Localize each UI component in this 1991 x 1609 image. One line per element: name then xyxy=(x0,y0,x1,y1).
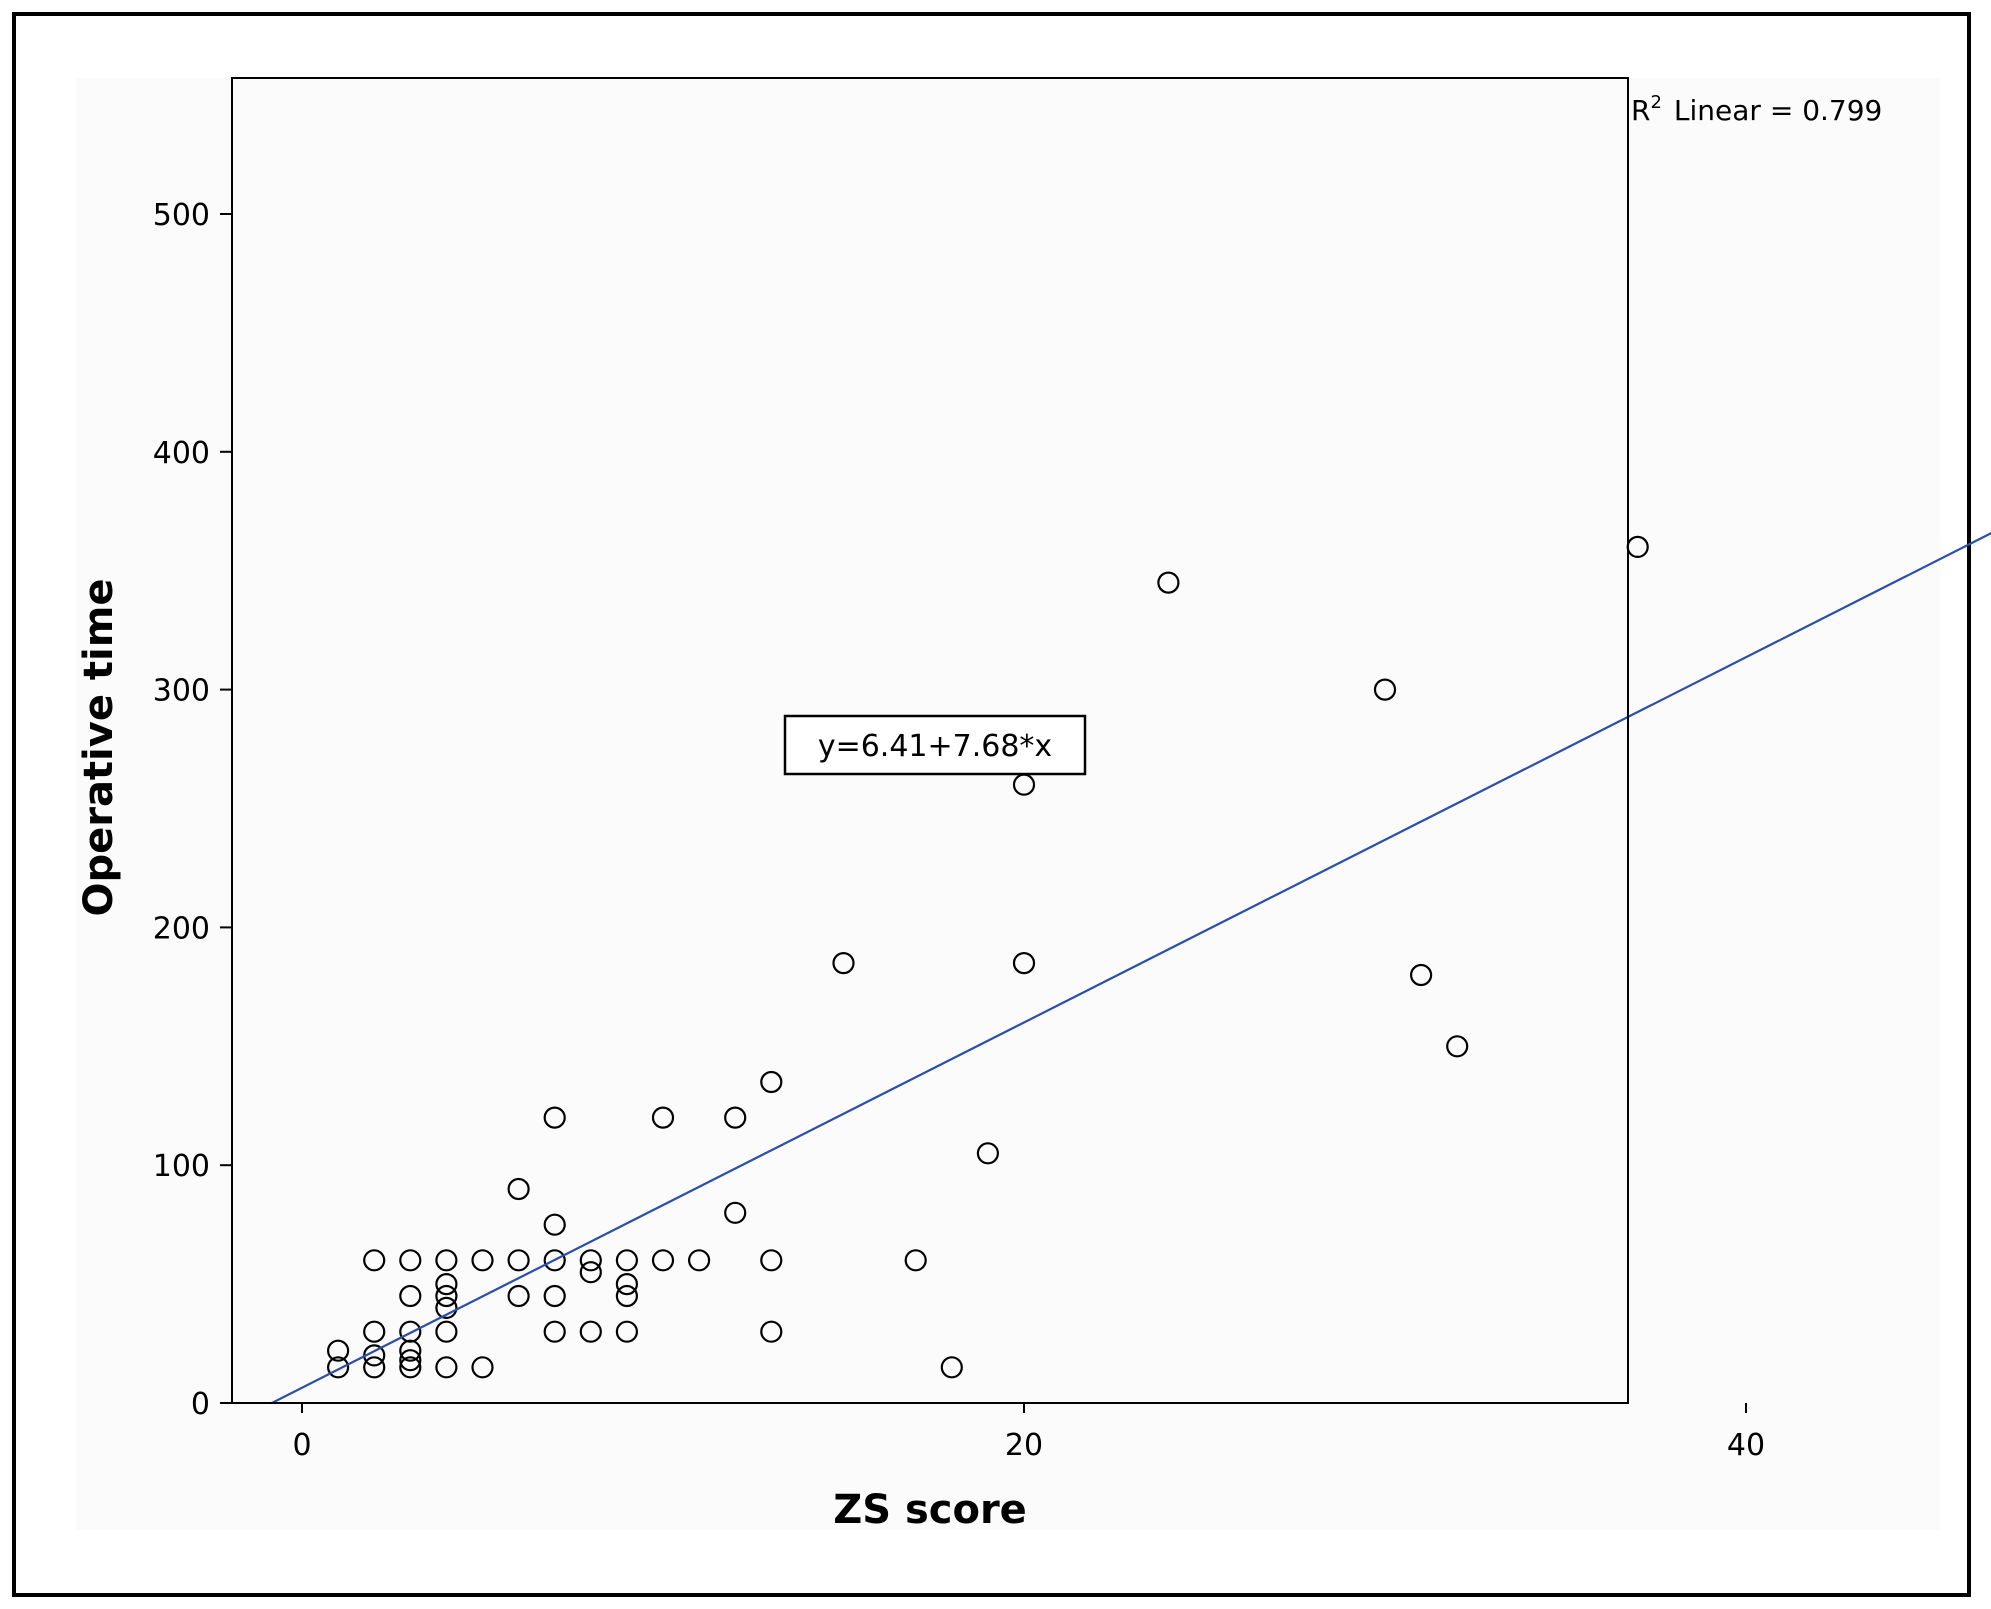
data-point xyxy=(760,1249,783,1272)
data-point xyxy=(363,1249,386,1272)
data-point xyxy=(615,1272,639,1296)
data-point xyxy=(399,1339,422,1362)
plot-area xyxy=(231,77,1629,1404)
data-point xyxy=(579,1261,602,1284)
data-point xyxy=(615,1284,639,1308)
x-axis: 0204060 xyxy=(292,1403,1765,1463)
r-squared-value: Linear = 0.799 xyxy=(1674,94,1882,127)
data-point xyxy=(724,1201,747,1224)
data-point xyxy=(1157,571,1180,594)
data-point xyxy=(435,1296,458,1320)
data-point xyxy=(687,1249,711,1272)
data-point xyxy=(543,1320,566,1343)
data-point xyxy=(471,1249,494,1272)
data-point xyxy=(543,1106,566,1129)
figure-frame xyxy=(12,12,1971,1597)
y-tick-label: 200 xyxy=(153,911,210,946)
data-point xyxy=(507,1177,530,1201)
data-point xyxy=(363,1356,386,1379)
data-point xyxy=(1012,773,1036,796)
data-point xyxy=(399,1356,422,1379)
data-point xyxy=(1446,1035,1469,1058)
x-axis-title: ZS score xyxy=(833,1487,1027,1533)
data-point xyxy=(615,1320,639,1343)
data-point xyxy=(363,1320,386,1343)
data-point xyxy=(1373,678,1397,701)
points-layer xyxy=(327,535,1649,1379)
data-point xyxy=(976,1142,1000,1165)
data-point xyxy=(724,1106,747,1129)
y-tick-label: 0 xyxy=(191,1387,210,1422)
data-point xyxy=(399,1349,422,1372)
data-point xyxy=(832,951,855,975)
data-point xyxy=(471,1356,494,1379)
data-point xyxy=(435,1320,458,1343)
y-tick-label: 300 xyxy=(153,674,210,709)
y-tick-label: 500 xyxy=(153,198,210,233)
data-point xyxy=(760,1070,783,1094)
equation-box-frame xyxy=(783,714,1087,776)
data-point xyxy=(507,1284,530,1308)
chart-background xyxy=(76,78,1940,1530)
data-point xyxy=(651,1106,675,1129)
data-point xyxy=(435,1356,458,1379)
data-point xyxy=(399,1284,422,1308)
data-point xyxy=(940,1356,963,1379)
data-point xyxy=(651,1249,675,1272)
data-point xyxy=(399,1320,422,1343)
data-point xyxy=(1409,963,1433,987)
data-point xyxy=(904,1249,927,1272)
data-point xyxy=(579,1249,602,1272)
r-squared-superscript: 2 xyxy=(1650,92,1661,113)
r-squared-letter: R xyxy=(1631,94,1650,127)
data-point xyxy=(543,1213,566,1236)
x-tick-label: 0 xyxy=(292,1428,311,1463)
data-point xyxy=(435,1284,458,1308)
fit-line xyxy=(271,532,1991,1404)
data-point xyxy=(507,1249,530,1272)
data-point xyxy=(399,1249,422,1272)
y-axis-title: Operative time xyxy=(76,578,122,916)
data-point xyxy=(760,1320,783,1343)
data-point xyxy=(615,1249,639,1272)
equation-box: y=6.41+7.68*x xyxy=(783,714,1087,776)
data-point xyxy=(543,1249,566,1272)
r-squared-label: R2 Linear = 0.799 xyxy=(1631,92,1882,127)
data-point xyxy=(1626,535,1649,559)
x-tick-label: 40 xyxy=(1727,1428,1765,1463)
data-point xyxy=(435,1272,458,1296)
data-point xyxy=(579,1320,602,1343)
data-point xyxy=(327,1339,350,1362)
y-axis: 0 100 200 300 400 500 xyxy=(153,198,232,1422)
equation-label: y=6.41+7.68*x xyxy=(818,729,1052,764)
x-tick-label: 20 xyxy=(1005,1428,1043,1463)
data-point xyxy=(435,1249,458,1272)
data-point xyxy=(1012,951,1036,975)
y-tick-label: 100 xyxy=(153,1149,210,1184)
y-tick-label: 400 xyxy=(153,436,210,471)
data-point xyxy=(543,1284,566,1308)
data-point xyxy=(327,1356,350,1379)
